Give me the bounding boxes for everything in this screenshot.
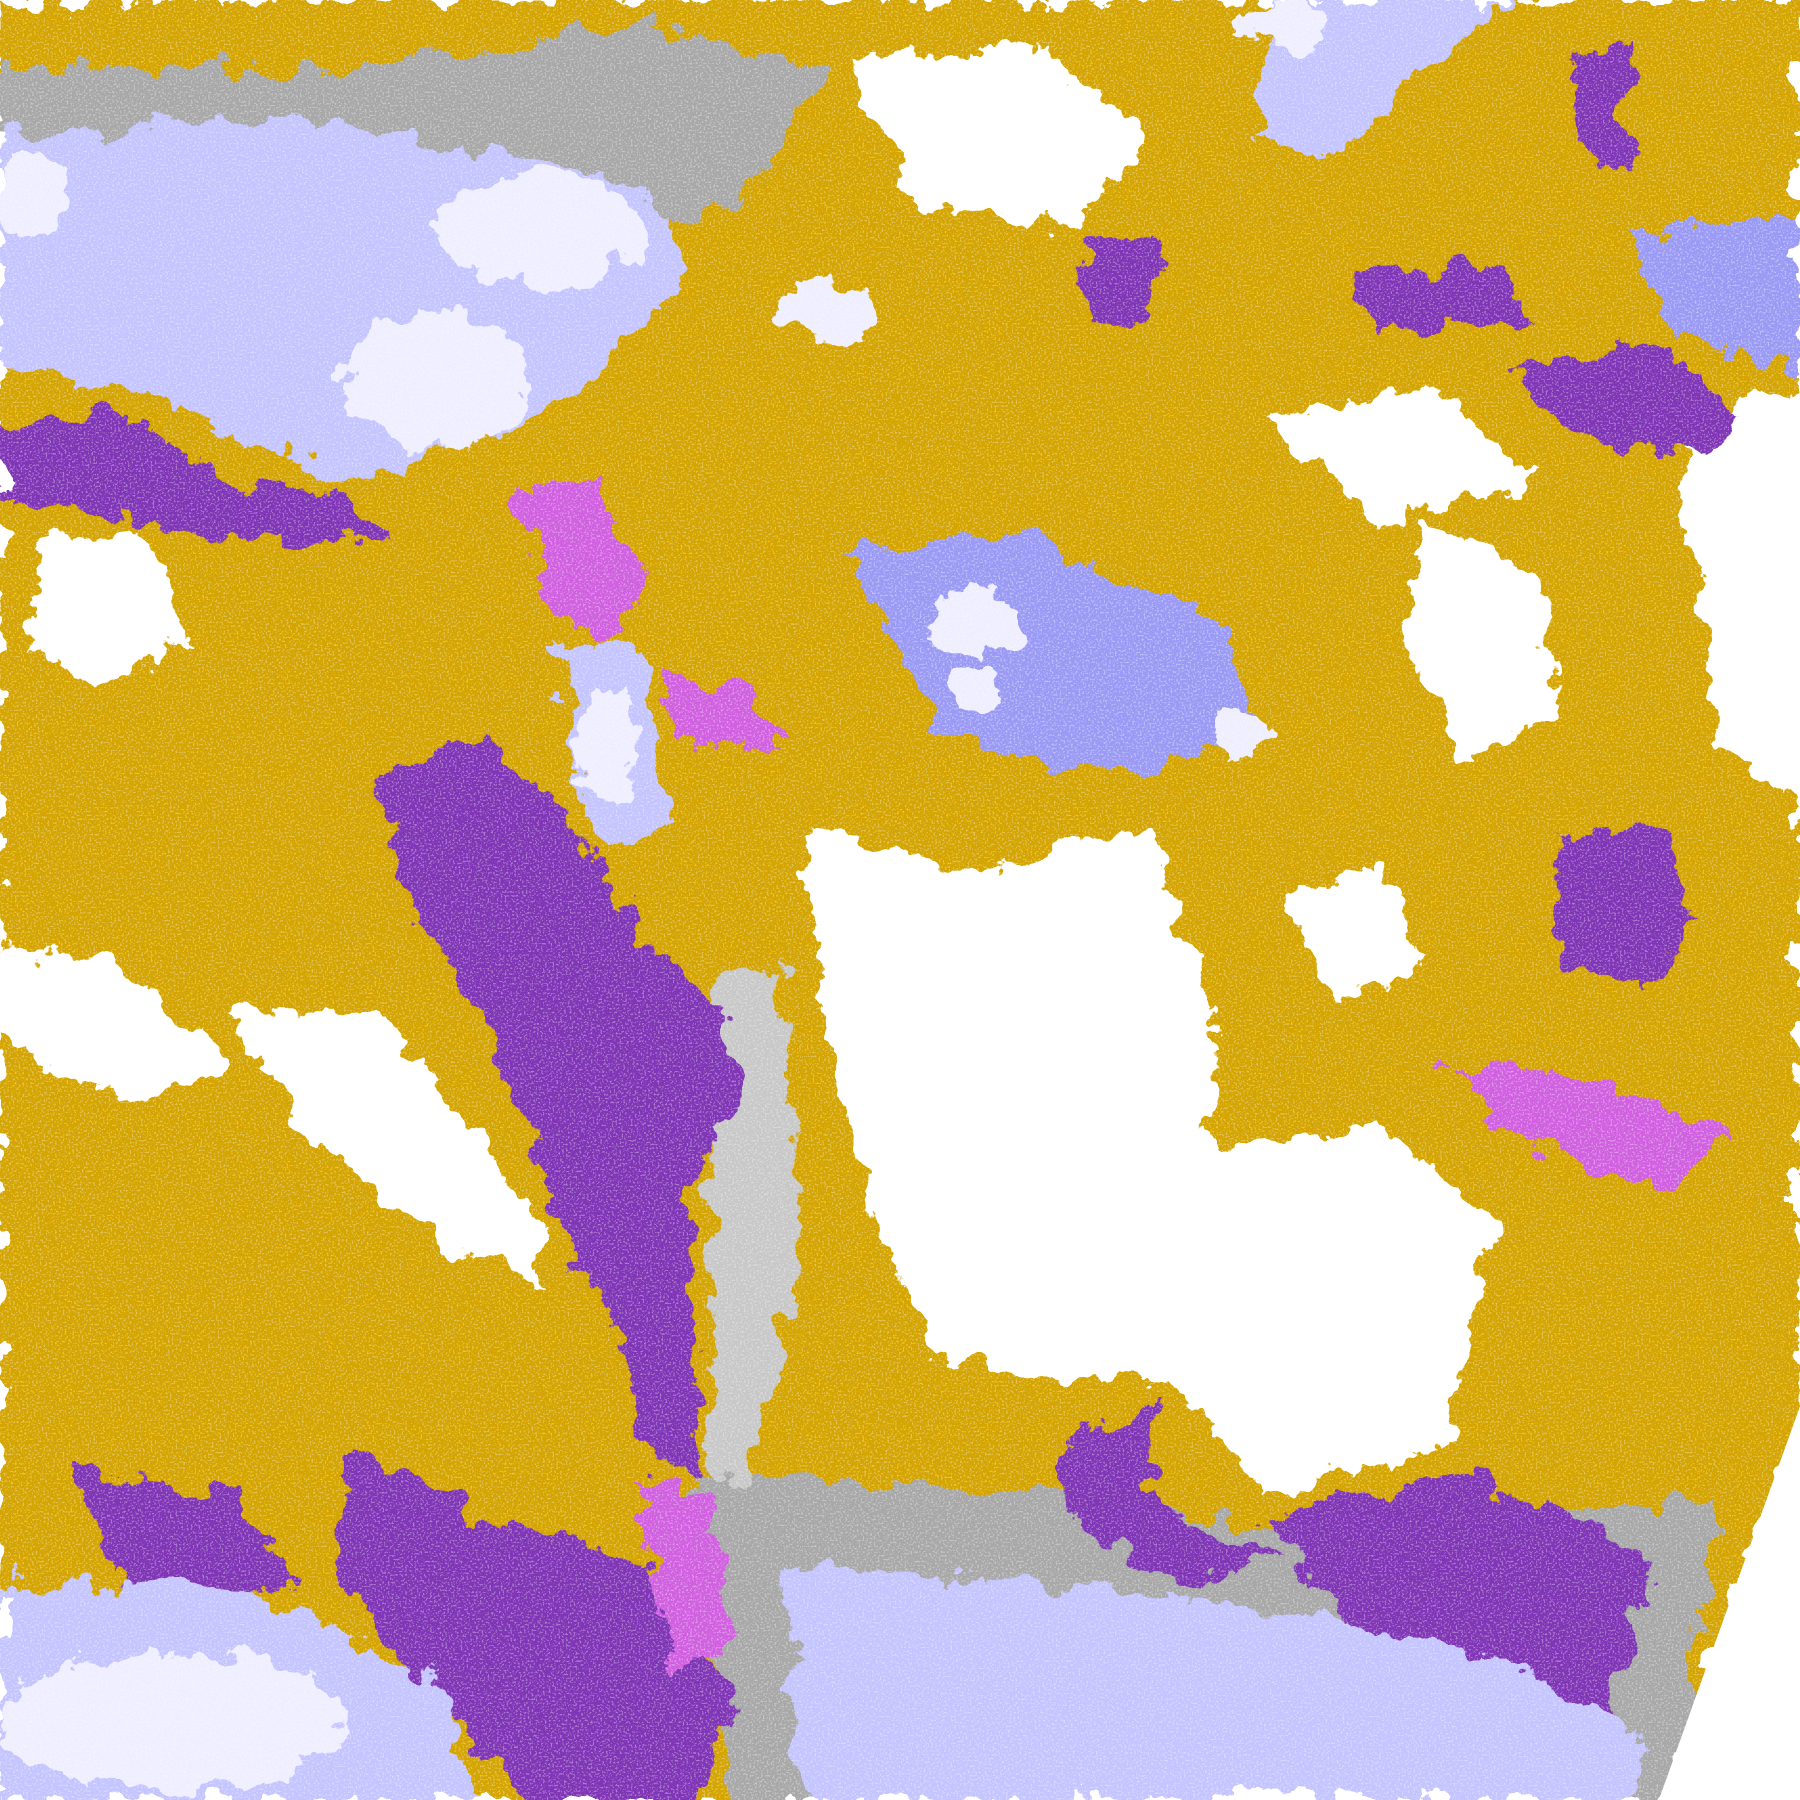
no-data-edge xyxy=(1658,1406,1800,1800)
